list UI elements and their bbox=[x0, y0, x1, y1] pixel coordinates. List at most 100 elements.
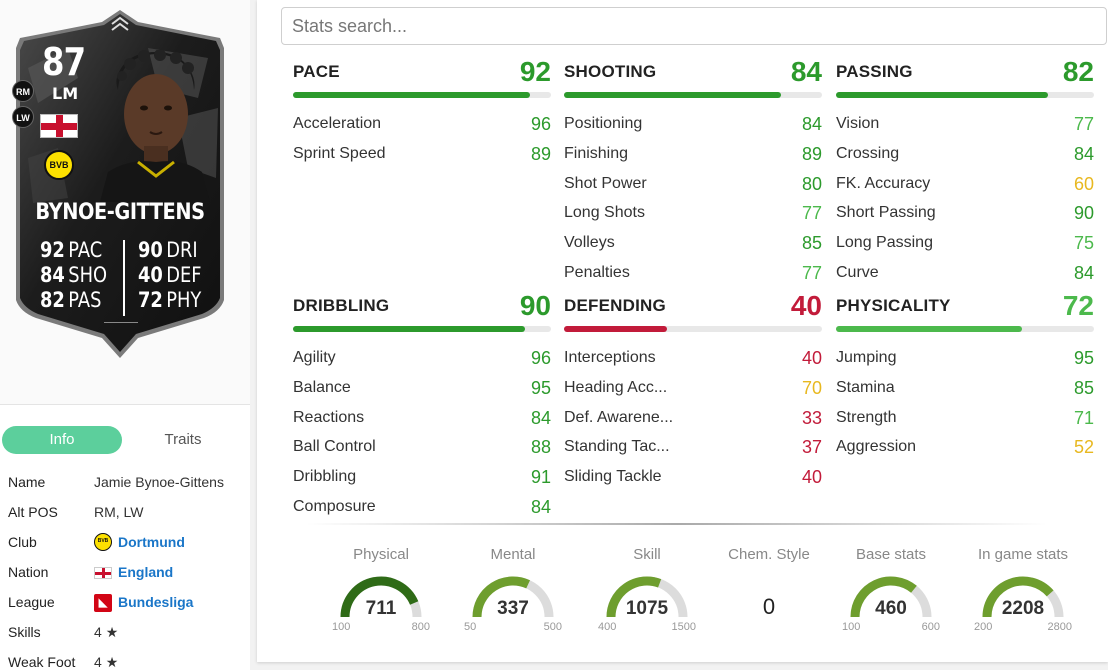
sub-stat-name: Def. Awarene... bbox=[564, 408, 674, 426]
sub-stat-list: Interceptions 40 Heading Acc... 70 Def. Awar… bbox=[564, 346, 822, 495]
sub-stat-row: Long Shots 77 bbox=[564, 201, 822, 231]
tab-traits[interactable]: Traits bbox=[164, 431, 202, 448]
sub-stat-row: Reactions 84 bbox=[293, 406, 551, 436]
stat-category-header: SHOOTING 84 bbox=[564, 56, 822, 92]
sub-stat-value: 90 bbox=[1073, 203, 1094, 224]
gauge-in-game-stats: In game stats 2208 200 2800 bbox=[968, 544, 1078, 644]
stat-category-name: SHOOTING bbox=[564, 62, 657, 81]
card-position: LM bbox=[52, 84, 79, 103]
stat-category-header: PASSING 82 bbox=[836, 56, 1094, 92]
stat-category-value: 84 bbox=[790, 56, 822, 87]
sub-stat-name: Composure bbox=[293, 497, 376, 515]
stats-search-input[interactable] bbox=[281, 7, 1107, 45]
gauge-label: Base stats bbox=[855, 546, 927, 563]
sub-stat-name: Interceptions bbox=[564, 349, 656, 366]
alt-position-lw: LW bbox=[12, 106, 34, 128]
info-key: Alt POS bbox=[8, 504, 58, 520]
card-stat-phy: 72 PHY bbox=[138, 288, 206, 313]
gauge-min: 100 bbox=[842, 621, 861, 633]
info-tabs: Info Traits bbox=[0, 424, 250, 456]
info-row-weak-foot: Weak Foot 4 ★ bbox=[0, 647, 250, 670]
stat-progress-fill bbox=[836, 326, 1022, 332]
sub-stat-value: 70 bbox=[801, 377, 822, 398]
sub-stat-value: 33 bbox=[801, 407, 822, 428]
stat-progress-fill bbox=[293, 92, 531, 98]
sub-stat-name: Sprint Speed bbox=[293, 144, 386, 162]
info-value: 4 ★ bbox=[94, 624, 118, 641]
sub-stat-name: Agility bbox=[293, 349, 336, 366]
sub-stat-name: Aggression bbox=[836, 438, 917, 456]
sub-stat-value: 96 bbox=[530, 114, 551, 134]
stat-progress-bar bbox=[564, 326, 822, 332]
gauge-label: Skill bbox=[633, 546, 661, 563]
bundesliga-logo-icon: ◣ bbox=[94, 594, 112, 612]
sub-stat-row: Heading Acc... 70 bbox=[564, 376, 822, 406]
sub-stat-name: Reactions bbox=[293, 408, 365, 426]
sub-stat-value: 60 bbox=[1073, 173, 1094, 194]
gauge-label: Physical bbox=[353, 546, 409, 563]
gauge-max: 2800 bbox=[1047, 621, 1072, 633]
sub-stat-name: Stamina bbox=[836, 378, 895, 396]
sub-stat-row: Volleys 85 bbox=[564, 231, 822, 261]
gauge-arc bbox=[982, 576, 1064, 618]
gauge-base-stats: Base stats 460 100 600 bbox=[836, 544, 946, 644]
sub-stat-list: Jumping 95 Stamina 85 Strength 71 Aggression 52 bbox=[836, 346, 1094, 465]
stat-progress-fill bbox=[293, 326, 526, 332]
gauge-value: 337 bbox=[497, 598, 529, 619]
sub-stat-row: Acceleration 96 bbox=[293, 112, 551, 142]
card-stat-pas: 82 PAS bbox=[40, 288, 108, 313]
sub-stat-name: FK. Accuracy bbox=[836, 174, 931, 192]
sub-stat-row: Strength 71 bbox=[836, 406, 1094, 436]
gauge-min: 100 bbox=[332, 621, 351, 633]
sub-stat-value: 85 bbox=[1073, 377, 1094, 398]
card-stats-divider bbox=[123, 240, 125, 316]
league-link[interactable]: Bundesliga bbox=[118, 594, 194, 610]
gauge-arc bbox=[850, 576, 932, 618]
info-row-club: Club BVB Dortmund bbox=[0, 527, 250, 557]
sub-stat-value: 84 bbox=[801, 114, 822, 134]
gauge-label: Chem. Style bbox=[728, 546, 810, 563]
stat-category-name: DRIBBLING bbox=[293, 296, 390, 315]
sub-stat-name: Volleys bbox=[564, 234, 615, 252]
card-stat-value: 72 bbox=[138, 288, 163, 312]
sub-stat-value: 84 bbox=[530, 496, 551, 517]
club-link[interactable]: Dortmund bbox=[118, 534, 185, 550]
stat-category-name: DEFENDING bbox=[564, 296, 666, 315]
card-stat-pac: 92 PAC bbox=[40, 238, 108, 263]
sub-stat-value: 84 bbox=[1073, 143, 1094, 164]
gauge-label: Mental bbox=[490, 546, 536, 563]
nation-link[interactable]: England bbox=[118, 564, 174, 580]
info-value: RM, LW bbox=[94, 504, 144, 520]
info-key: Weak Foot bbox=[8, 654, 76, 670]
card-stat-label: SHO bbox=[68, 263, 108, 287]
tab-info[interactable]: Info bbox=[2, 426, 122, 454]
sub-stat-row: Sliding Tackle 40 bbox=[564, 465, 822, 495]
sub-stat-row: Dribbling 91 bbox=[293, 465, 551, 495]
sub-stat-name: Dribbling bbox=[293, 468, 357, 486]
gauge-value: 711 bbox=[365, 598, 397, 619]
sub-stat-value: 88 bbox=[530, 437, 551, 458]
sub-stat-row: Curve 84 bbox=[836, 261, 1094, 291]
sub-stat-value: 96 bbox=[530, 348, 551, 368]
stat-category-value: 92 bbox=[519, 56, 551, 87]
sub-stat-value: 40 bbox=[801, 467, 822, 488]
chem-style-value: 0 bbox=[762, 594, 776, 619]
card-stat-value: 40 bbox=[138, 263, 163, 287]
card-stat-label: DEF bbox=[166, 263, 202, 287]
sub-stat-row: FK. Accuracy 60 bbox=[836, 172, 1094, 202]
gauge-fill bbox=[850, 576, 917, 618]
sub-stat-value: 95 bbox=[530, 377, 551, 398]
star-icon: ★ bbox=[105, 654, 119, 670]
card-stat-def: 40 DEF bbox=[138, 263, 206, 288]
sub-stat-name: Acceleration bbox=[293, 115, 382, 132]
sub-stat-name: Positioning bbox=[564, 115, 643, 132]
stat-category-header: DRIBBLING 90 bbox=[293, 290, 551, 326]
stat-category-header: DEFENDING 40 bbox=[564, 290, 822, 326]
player-card-area: 87 LM RM LW BVB BYNOE-GITTENS 92 P bbox=[0, 0, 250, 405]
sub-stat-row: Penalties 77 bbox=[564, 261, 822, 291]
card-stat-label: PHY bbox=[166, 288, 202, 312]
sub-stat-name: Heading Acc... bbox=[564, 378, 668, 396]
sub-stat-value: 89 bbox=[530, 143, 551, 164]
sub-stat-name: Balance bbox=[293, 378, 351, 396]
star-icon: ★ bbox=[105, 624, 119, 640]
